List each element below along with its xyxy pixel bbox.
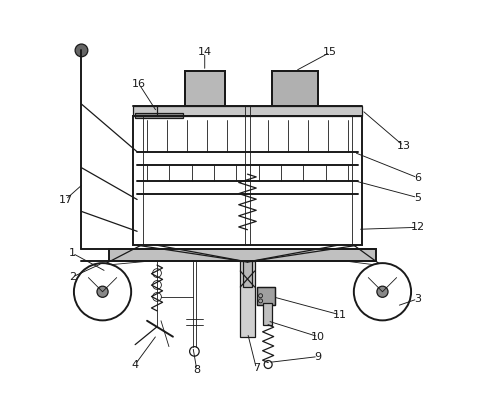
Text: 2: 2 [69, 272, 76, 282]
Bar [257, 287, 275, 305]
Bar [257, 287, 275, 305]
Text: 11: 11 [332, 310, 346, 320]
Text: 10: 10 [310, 332, 324, 342]
Circle shape [97, 286, 108, 297]
Bar [184, 71, 224, 106]
Bar [263, 303, 272, 325]
Text: 1: 1 [69, 248, 76, 258]
Text: 15: 15 [322, 47, 336, 57]
Bar [109, 249, 375, 261]
Text: 3: 3 [413, 294, 420, 304]
Text: 5: 5 [413, 192, 420, 203]
Text: 12: 12 [409, 222, 424, 232]
Bar [135, 113, 182, 118]
Text: 16: 16 [132, 79, 146, 89]
Circle shape [376, 286, 387, 297]
Bar [240, 261, 254, 337]
Text: 8: 8 [193, 365, 200, 375]
Text: 14: 14 [197, 47, 212, 57]
Text: 9: 9 [314, 352, 321, 361]
Circle shape [75, 44, 88, 57]
Text: 13: 13 [396, 141, 409, 151]
Bar [272, 71, 318, 106]
Bar [133, 116, 361, 245]
Text: 4: 4 [131, 359, 138, 369]
Bar [272, 71, 318, 106]
Bar [133, 106, 361, 116]
Text: 6: 6 [413, 173, 420, 183]
Text: 17: 17 [59, 194, 73, 205]
Bar [242, 261, 252, 287]
Text: 7: 7 [252, 363, 259, 373]
Bar [184, 71, 224, 106]
